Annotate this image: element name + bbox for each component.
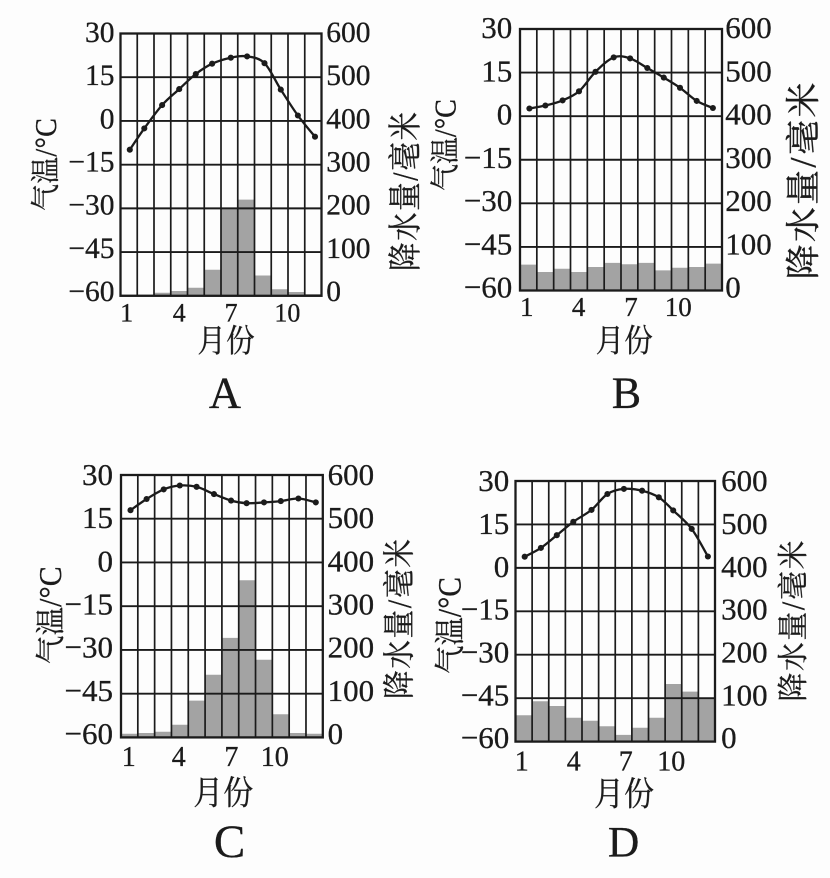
svg-text:10: 10 bbox=[261, 742, 289, 773]
svg-text:400: 400 bbox=[328, 543, 375, 578]
svg-text:°: ° bbox=[30, 137, 64, 148]
svg-text:/: / bbox=[33, 598, 68, 607]
svg-text:−15: −15 bbox=[65, 587, 113, 622]
svg-text:−15: −15 bbox=[464, 140, 512, 175]
svg-text:−15: −15 bbox=[461, 592, 509, 627]
svg-text:15: 15 bbox=[85, 60, 115, 92]
svg-text:−30: −30 bbox=[68, 190, 114, 222]
svg-text:100: 100 bbox=[326, 233, 370, 265]
svg-text:0: 0 bbox=[98, 543, 114, 578]
svg-text:600: 600 bbox=[326, 17, 370, 49]
svg-text:−45: −45 bbox=[461, 678, 509, 713]
svg-text:400: 400 bbox=[725, 97, 772, 132]
svg-text:100: 100 bbox=[721, 678, 768, 713]
svg-text:10: 10 bbox=[665, 292, 692, 322]
svg-text:1: 1 bbox=[515, 746, 529, 777]
svg-text:500: 500 bbox=[328, 500, 375, 535]
svg-text:4: 4 bbox=[173, 298, 186, 327]
svg-text:400: 400 bbox=[721, 549, 768, 584]
svg-text:600: 600 bbox=[721, 463, 768, 498]
svg-text:0: 0 bbox=[326, 276, 341, 308]
svg-text:°: ° bbox=[429, 118, 463, 129]
svg-text:A: A bbox=[209, 367, 241, 417]
svg-text:/: / bbox=[775, 601, 811, 610]
svg-text:300: 300 bbox=[725, 140, 772, 175]
svg-text:D: D bbox=[608, 819, 639, 867]
svg-text:15: 15 bbox=[478, 506, 509, 541]
svg-text:10: 10 bbox=[657, 746, 685, 777]
svg-text:4: 4 bbox=[172, 742, 186, 773]
svg-text:500: 500 bbox=[725, 53, 772, 88]
svg-text:C: C bbox=[214, 816, 245, 868]
svg-text:−60: −60 bbox=[464, 270, 512, 305]
svg-text:1: 1 bbox=[520, 292, 534, 322]
svg-text:C: C bbox=[33, 566, 68, 586]
svg-text:30: 30 bbox=[85, 17, 115, 49]
svg-text:−30: −30 bbox=[464, 183, 512, 218]
svg-text:600: 600 bbox=[725, 10, 772, 45]
svg-text:300: 300 bbox=[721, 592, 768, 627]
svg-text:100: 100 bbox=[328, 673, 375, 708]
svg-text:200: 200 bbox=[326, 190, 370, 222]
svg-text:0: 0 bbox=[328, 716, 344, 751]
svg-text:°: ° bbox=[33, 586, 68, 598]
svg-text:200: 200 bbox=[328, 630, 375, 665]
svg-text:−60: −60 bbox=[461, 720, 509, 755]
svg-text:/: / bbox=[30, 148, 64, 157]
svg-text:1: 1 bbox=[120, 298, 133, 327]
svg-text:500: 500 bbox=[721, 506, 768, 541]
svg-text:300: 300 bbox=[326, 147, 370, 179]
svg-text:7: 7 bbox=[224, 742, 238, 773]
svg-text:30: 30 bbox=[481, 10, 512, 45]
svg-text:/: / bbox=[429, 129, 463, 138]
svg-text:7: 7 bbox=[225, 298, 238, 327]
svg-text:0: 0 bbox=[721, 720, 737, 755]
svg-text:4: 4 bbox=[572, 292, 586, 322]
svg-text:15: 15 bbox=[82, 500, 113, 535]
svg-text:−45: −45 bbox=[68, 233, 114, 265]
svg-text:200: 200 bbox=[721, 635, 768, 670]
svg-text:10: 10 bbox=[274, 298, 300, 327]
svg-text:−30: −30 bbox=[65, 630, 113, 665]
svg-text:B: B bbox=[612, 368, 641, 417]
svg-text:C: C bbox=[30, 118, 64, 137]
svg-text:30: 30 bbox=[478, 463, 509, 498]
svg-text:0: 0 bbox=[725, 270, 741, 305]
svg-text:/: / bbox=[387, 172, 426, 181]
svg-text:0: 0 bbox=[497, 97, 513, 132]
svg-text:−30: −30 bbox=[461, 635, 509, 670]
svg-text:15: 15 bbox=[481, 53, 512, 88]
svg-text:200: 200 bbox=[725, 183, 772, 218]
svg-text:500: 500 bbox=[326, 60, 370, 92]
svg-text:/: / bbox=[381, 600, 418, 608]
svg-text:C: C bbox=[431, 577, 468, 597]
svg-text:/: / bbox=[431, 609, 468, 618]
svg-text:0: 0 bbox=[494, 549, 510, 584]
svg-text:7: 7 bbox=[624, 292, 638, 322]
svg-text:−60: −60 bbox=[68, 276, 114, 308]
svg-text:1: 1 bbox=[122, 742, 136, 773]
svg-text:4: 4 bbox=[567, 746, 581, 777]
svg-text:0: 0 bbox=[100, 103, 115, 135]
svg-text:C: C bbox=[429, 99, 463, 118]
svg-text:/: / bbox=[782, 157, 823, 168]
svg-text:600: 600 bbox=[328, 457, 375, 492]
svg-text:400: 400 bbox=[326, 103, 370, 135]
svg-text:−45: −45 bbox=[464, 226, 512, 261]
svg-text:°: ° bbox=[431, 597, 468, 609]
svg-text:300: 300 bbox=[328, 587, 375, 622]
svg-text:−60: −60 bbox=[65, 716, 113, 751]
svg-text:−45: −45 bbox=[65, 673, 113, 708]
svg-text:100: 100 bbox=[725, 226, 772, 261]
svg-text:30: 30 bbox=[82, 457, 113, 492]
svg-text:7: 7 bbox=[619, 746, 633, 777]
svg-text:−15: −15 bbox=[68, 147, 114, 179]
